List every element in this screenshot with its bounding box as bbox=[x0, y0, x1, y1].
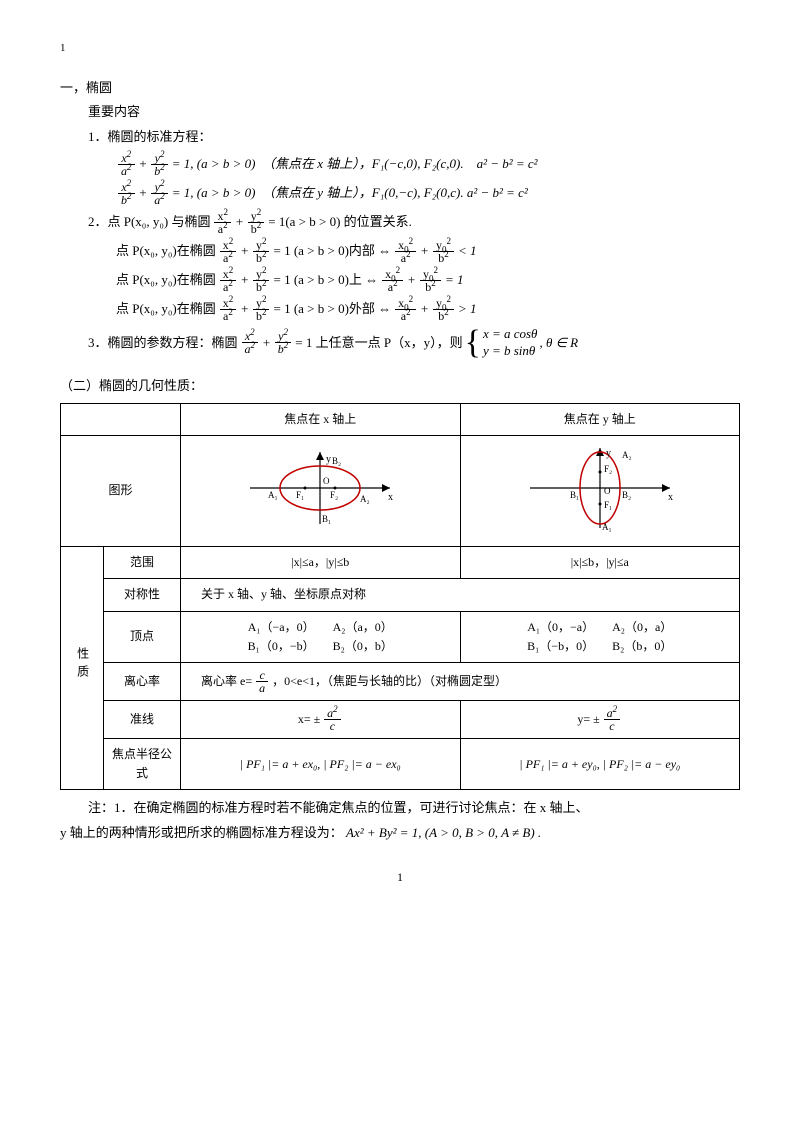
equation-1: x2a2 + y2b2 = 1, (a > b > 0) （焦点在 x 轴上），… bbox=[60, 152, 740, 177]
equation-2: x2b2 + y2a2 = 1, (a > b > 0) （焦点在 y 轴上），… bbox=[60, 181, 740, 206]
row-properties-label: 性质 bbox=[61, 547, 104, 790]
th-focus-x: 焦点在 x 轴上 bbox=[181, 403, 461, 435]
focal-y: | PF₁ |= a + ey₀, | PF₂ |= a − ey₀ bbox=[460, 738, 740, 789]
focal-x: | PF₁ |= a + ex₀, | PF₂ |= a − ex₀ bbox=[181, 738, 461, 789]
row-shape-label: 图形 bbox=[61, 435, 181, 546]
item-2-title: 2．点 P(x₀, y₀) 与椭圆 x2a2 + y2b2 = 1(a > b … bbox=[60, 210, 740, 235]
vertex-y: A₁（0，−a） A₂（0，a） B₁（−b，0） B₂（b，0） bbox=[460, 611, 740, 662]
th-focus-y: 焦点在 y 轴上 bbox=[460, 403, 740, 435]
diagram-y-axis: y x O A₂ A₁ B₁ B₂ F₂ F₁ bbox=[460, 435, 740, 546]
row-range-label: 范围 bbox=[104, 547, 181, 579]
range-y: |x|≤b，|y|≤a bbox=[460, 547, 740, 579]
subsection-title: 重要内容 bbox=[60, 102, 740, 123]
position-outside: 点 P(x₀, y₀)在椭圆 x2a2 + y2b2 = 1 (a > b > … bbox=[60, 297, 740, 322]
item-3-parametric: 3．椭圆的参数方程：椭圆 x2a2 + y2b2 = 1 上任意一点 P（x，y… bbox=[60, 326, 740, 360]
svg-text:A₁: A₁ bbox=[602, 522, 612, 532]
svg-text:B₁: B₁ bbox=[322, 514, 331, 524]
section-title: 一，椭圆 bbox=[60, 78, 740, 99]
svg-text:B₂: B₂ bbox=[332, 456, 341, 466]
svg-text:F₁: F₁ bbox=[296, 490, 304, 500]
svg-text:F₂: F₂ bbox=[330, 490, 338, 500]
svg-text:B₁: B₁ bbox=[570, 490, 579, 500]
svg-text:A₂: A₂ bbox=[622, 450, 632, 460]
directrix-y: y= ± a2c bbox=[460, 700, 740, 738]
row-directrix-label: 准线 bbox=[104, 700, 181, 738]
symmetry-value: 关于 x 轴、y 轴、坐标原点对称 bbox=[181, 579, 740, 611]
diagram-x-axis: y x O B₂ B₁ A₁ A₂ F₁ F₂ bbox=[181, 435, 461, 546]
range-x: |x|≤a，|y|≤b bbox=[181, 547, 461, 579]
svg-text:y: y bbox=[326, 454, 331, 465]
item-1-title: 1．椭圆的标准方程： bbox=[60, 127, 740, 148]
row-symmetry-label: 对称性 bbox=[104, 579, 181, 611]
note-line-2: y 轴上的两种情形或把所求的椭圆标准方程设为： Ax² + By² = 1, (… bbox=[60, 823, 740, 844]
svg-text:B₂: B₂ bbox=[622, 490, 631, 500]
page-number-top: 1 bbox=[60, 40, 740, 58]
svg-text:x: x bbox=[668, 492, 673, 503]
row-focal-radius-label: 焦点半径公式 bbox=[104, 738, 181, 789]
svg-text:O: O bbox=[323, 476, 330, 486]
svg-text:F₁: F₁ bbox=[604, 500, 612, 510]
svg-text:O: O bbox=[604, 486, 611, 496]
directrix-x: x= ± a2c bbox=[181, 700, 461, 738]
position-inside: 点 P(x₀, y₀)在椭圆 x2a2 + y2b2 = 1 (a > b > … bbox=[60, 239, 740, 264]
svg-text:A₂: A₂ bbox=[360, 494, 370, 504]
svg-text:F₂: F₂ bbox=[604, 464, 612, 474]
section-2-title: （二）椭圆的几何性质： bbox=[60, 376, 740, 397]
row-vertex-label: 顶点 bbox=[104, 611, 181, 662]
position-on: 点 P(x₀, y₀)在椭圆 x2a2 + y2b2 = 1 (a > b > … bbox=[60, 268, 740, 293]
eccentricity-value: 离心率 e= ca ，0<e<1，（焦距与长轴的比）（对椭圆定型） bbox=[181, 662, 740, 700]
svg-text:A₁: A₁ bbox=[268, 490, 278, 500]
vertex-x: A₁（−a，0） A₂（a，0） B₁（0，−b） B₂（0，b） bbox=[181, 611, 461, 662]
page-number-bottom: 1 bbox=[60, 868, 740, 887]
svg-text:y: y bbox=[606, 448, 611, 459]
note-line-1: 注：1．在确定椭圆的标准方程时若不能确定焦点的位置，可进行讨论焦点：在 x 轴上… bbox=[60, 798, 740, 819]
svg-text:x: x bbox=[388, 492, 393, 503]
row-eccentricity-label: 离心率 bbox=[104, 662, 181, 700]
properties-table: 焦点在 x 轴上 焦点在 y 轴上 图形 y x O B₂ B₁ A₁ A₂ F… bbox=[60, 403, 740, 791]
